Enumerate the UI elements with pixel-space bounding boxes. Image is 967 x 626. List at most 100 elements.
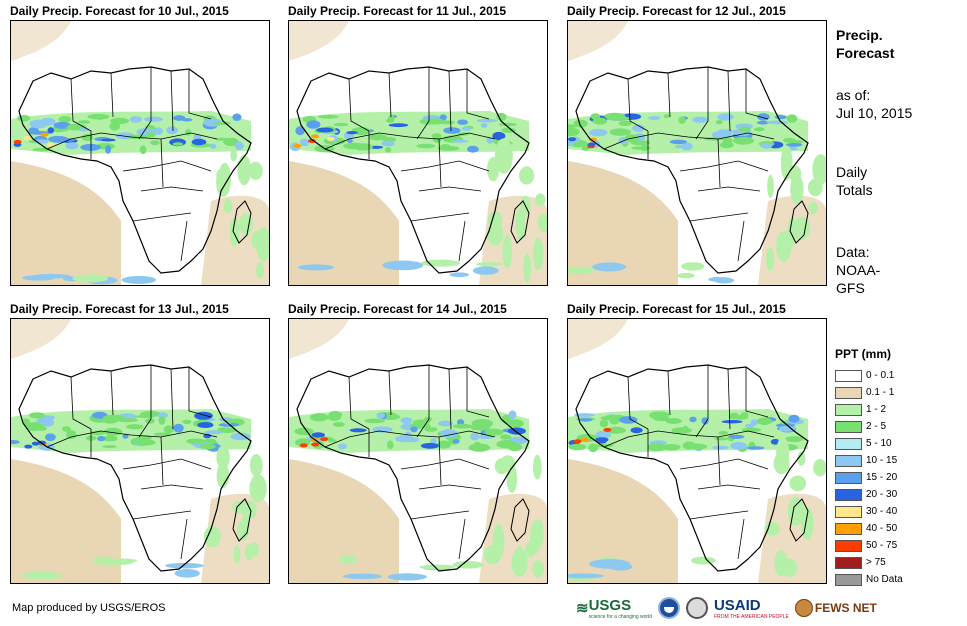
rain-patch xyxy=(797,451,806,466)
as-of-label: as of: Jul 10, 2015 xyxy=(836,86,912,122)
rain-cell xyxy=(588,128,608,137)
rain-cell xyxy=(346,131,358,135)
rain-cell xyxy=(674,145,684,149)
rain-cell xyxy=(661,444,681,451)
southern-ocean-rain xyxy=(165,562,204,569)
rain-cell xyxy=(295,126,305,136)
country-border xyxy=(448,368,452,430)
data-source-text: NOAA- xyxy=(836,262,881,278)
country-border xyxy=(416,365,430,438)
legend-swatch xyxy=(835,539,862,552)
rain-cell xyxy=(109,121,121,131)
rain-patch xyxy=(789,475,807,492)
rain-cell xyxy=(439,114,447,121)
rain-cell xyxy=(232,113,242,121)
rain-cell xyxy=(163,425,174,434)
rain-cell xyxy=(234,141,244,150)
rain-patch xyxy=(773,452,790,475)
legend-item: 0 - 0.1 xyxy=(835,367,960,384)
rain-cell xyxy=(739,126,751,133)
rain-cell xyxy=(309,413,329,422)
rain-patch xyxy=(249,453,263,477)
precip-map xyxy=(10,318,270,584)
rain-patch xyxy=(256,261,264,279)
heavy-rain-cell xyxy=(13,139,22,144)
legend-swatch xyxy=(835,556,862,569)
rain-cell xyxy=(134,415,155,418)
rain-cell xyxy=(457,119,468,125)
rain-cell xyxy=(333,122,348,127)
rain-cell xyxy=(387,440,394,450)
rain-cell xyxy=(385,147,392,153)
country-border xyxy=(388,72,392,118)
country-border xyxy=(160,436,164,486)
usgs-logo-subtext: science for a changing world xyxy=(588,613,652,620)
country-border xyxy=(667,72,671,118)
precip-map xyxy=(567,318,827,584)
rain-cell xyxy=(36,426,47,431)
dry-area-northwest xyxy=(11,319,71,359)
rain-cell xyxy=(42,418,55,427)
rain-cell xyxy=(346,139,353,143)
rain-cell xyxy=(784,436,804,443)
country-border xyxy=(458,518,466,560)
southern-ocean-rain xyxy=(452,561,484,569)
rain-patch xyxy=(790,174,804,205)
legend-label: 2 - 5 xyxy=(866,421,887,432)
rain-cell xyxy=(62,426,71,432)
rain-cell xyxy=(671,427,692,434)
heavy-rain-cell xyxy=(299,443,308,448)
heavy-rain-cell xyxy=(603,427,612,432)
country-border xyxy=(348,376,370,430)
southern-ocean-rain xyxy=(121,275,157,284)
legend-swatch xyxy=(835,420,862,433)
legend-label: 40 - 50 xyxy=(866,523,898,534)
country-border xyxy=(122,160,212,172)
rain-patch xyxy=(519,166,535,185)
rain-cell xyxy=(424,427,438,432)
country-border xyxy=(603,132,775,150)
panel-title: Daily Precip. Forecast for 14 Jul., 2015 xyxy=(288,302,507,316)
rain-cell xyxy=(209,143,217,149)
legend-item: 2 - 5 xyxy=(835,418,960,435)
southern-ocean-rain xyxy=(714,277,734,284)
country-border xyxy=(695,365,709,438)
legend-label: No Data xyxy=(866,574,903,585)
rain-cell xyxy=(604,112,626,120)
heavy-rain-cell xyxy=(568,137,577,142)
heavy-rain-cell xyxy=(293,143,302,148)
country-border xyxy=(416,67,430,140)
usaid-logo: USAID FROM THE AMERICAN PEOPLE xyxy=(714,597,789,620)
southern-ocean-rain xyxy=(297,264,335,271)
rain-cell xyxy=(568,443,587,451)
heavy-rain-cell xyxy=(307,139,316,143)
rain-cell xyxy=(599,419,609,428)
rain-patch xyxy=(532,560,544,578)
usgs-logo: ≋ USGS science for a changing world xyxy=(576,596,652,620)
rain-cell xyxy=(388,123,409,128)
country-border xyxy=(627,78,649,132)
rain-patch xyxy=(813,459,826,477)
rain-cell xyxy=(166,126,179,135)
rain-cell xyxy=(416,143,436,149)
dry-area-northwest xyxy=(289,21,349,61)
legend-label: 1 - 2 xyxy=(866,404,887,415)
southern-ocean-rain xyxy=(676,272,695,279)
rain-patch xyxy=(242,500,257,520)
heavy-rain-cell xyxy=(588,137,597,142)
rain-cell xyxy=(45,433,56,442)
country-border xyxy=(180,518,188,560)
rain-cell xyxy=(568,124,578,129)
legend-label: 15 - 20 xyxy=(866,472,898,483)
legend-label: 10 - 15 xyxy=(866,455,898,466)
rain-cell xyxy=(197,422,214,428)
rain-cell xyxy=(299,138,310,147)
rain-cell xyxy=(581,146,590,151)
country-border xyxy=(188,367,212,418)
rain-cell xyxy=(501,127,516,133)
rain-cell xyxy=(144,116,163,122)
rain-cell xyxy=(47,127,55,134)
rain-cell xyxy=(592,117,607,125)
southern-ocean-rain xyxy=(387,573,427,581)
rain-cell xyxy=(185,129,192,136)
